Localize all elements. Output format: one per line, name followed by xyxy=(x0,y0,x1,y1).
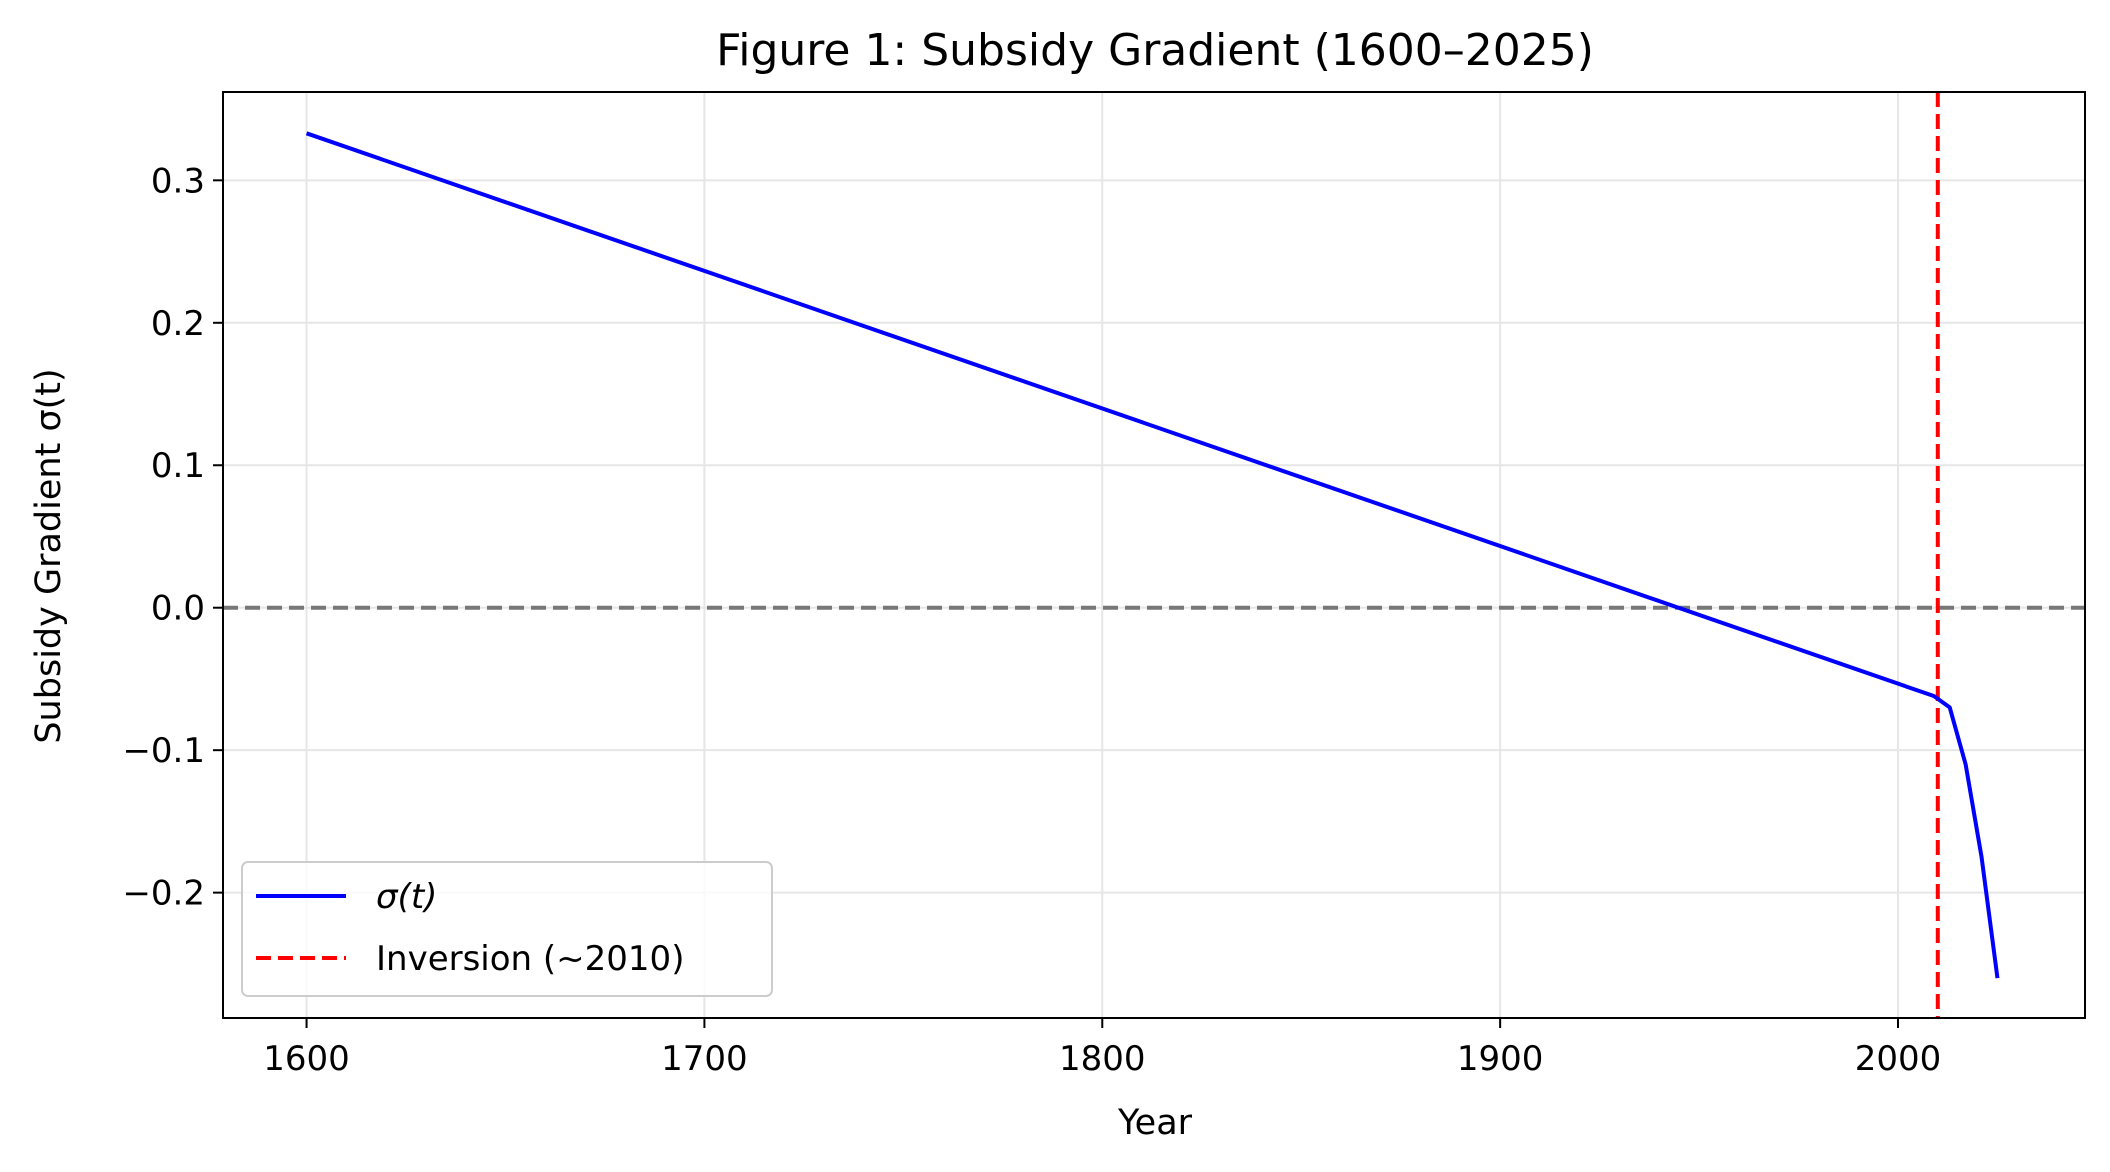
y-tick-label: 0.0 xyxy=(151,589,205,629)
legend-box xyxy=(241,861,773,997)
y-tick-label: 0.1 xyxy=(151,446,205,486)
y-axis-label: Subsidy Gradient σ(t) xyxy=(29,368,69,743)
y-tick-label: 0.2 xyxy=(151,304,205,344)
y-axis-ticks: −0.2 −0.1 0.0 0.1 0.2 0.3 xyxy=(122,161,223,914)
legend-label-inversion: Inversion (~2010) xyxy=(376,939,684,979)
y-tick-label: −0.1 xyxy=(122,731,205,771)
x-tick-label: 1900 xyxy=(1457,1039,1544,1079)
x-axis-ticks: 1600 1700 1800 1900 2000 xyxy=(263,1018,1941,1079)
x-tick-label: 1600 xyxy=(263,1039,350,1079)
x-tick-label: 2000 xyxy=(1855,1039,1942,1079)
y-tick-label: −0.2 xyxy=(122,874,205,914)
chart-title: Figure 1: Subsidy Gradient (1600–2025) xyxy=(716,25,1594,76)
y-tick-label: 0.3 xyxy=(151,161,205,201)
x-axis-label: Year xyxy=(1117,1103,1193,1143)
x-tick-label: 1800 xyxy=(1059,1039,1146,1079)
x-tick-label: 1700 xyxy=(661,1039,748,1079)
series-line-sigma xyxy=(305,131,2000,979)
plot-area-frame xyxy=(222,91,2086,1019)
reference-lines xyxy=(223,92,2085,1018)
legend: σ(t) Inversion (~2010) xyxy=(241,861,773,997)
series-layer xyxy=(305,131,2000,979)
legend-label-sigma: σ(t) xyxy=(376,877,437,917)
